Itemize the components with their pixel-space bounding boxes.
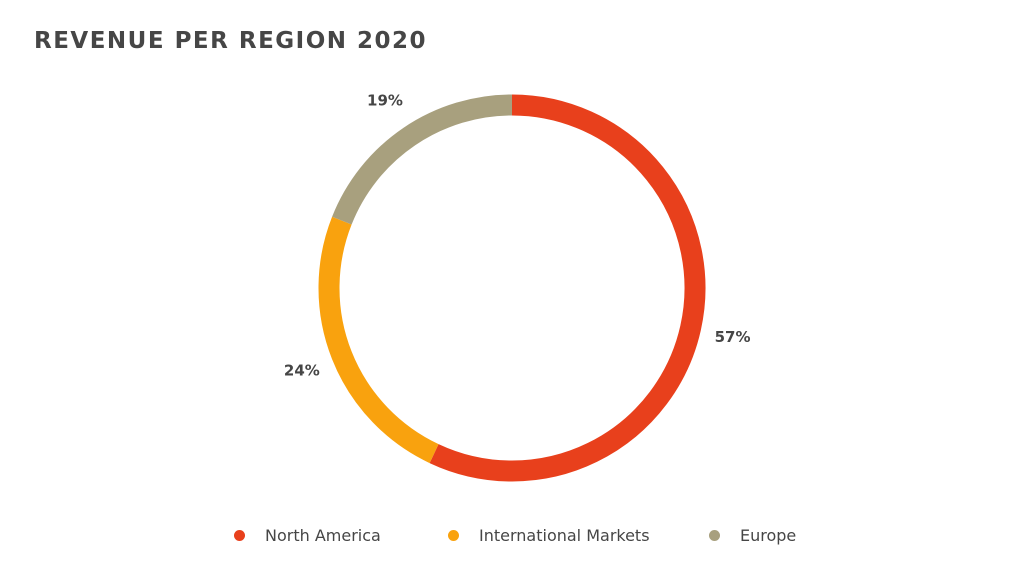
chart-slices (318, 94, 706, 482)
chart-title: REVENUE PER REGION 2020 (34, 28, 428, 54)
slice-label-international-markets: 24% (284, 362, 320, 380)
slice-label-north-america: 57% (715, 328, 751, 346)
legend-label-europe: Europe (740, 525, 797, 545)
legend-item-north-america[interactable]: North America (234, 524, 381, 546)
donut-slice-europe[interactable] (332, 94, 513, 225)
chart-slice-labels: 57% 24% 19% (284, 92, 751, 380)
legend-item-international-markets[interactable]: International Markets (448, 524, 650, 546)
legend-label-international-markets: International Markets (479, 525, 650, 545)
donut-slice-international-markets[interactable] (318, 216, 439, 464)
legend-item-europe[interactable]: Europe (709, 524, 796, 546)
legend-label-north-america: North America (265, 525, 381, 545)
legend-marker-europe (709, 529, 720, 541)
legend-marker-north-america (234, 529, 245, 541)
legend-marker-international-markets (448, 529, 459, 541)
donut-slice-north-america[interactable] (429, 94, 706, 482)
chart-legend: North America International Markets Euro… (0, 524, 1024, 548)
slice-label-europe: 19% (367, 92, 403, 110)
